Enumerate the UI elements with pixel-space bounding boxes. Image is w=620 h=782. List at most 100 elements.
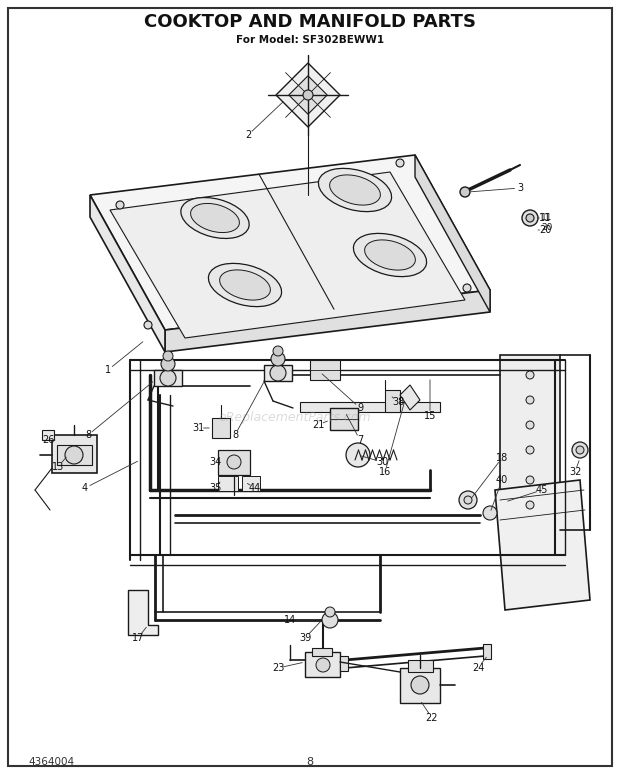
Bar (310, 360, 340, 380)
Text: 15: 15 (424, 411, 436, 421)
Bar (57, 445, 92, 465)
Circle shape (526, 501, 534, 509)
Circle shape (459, 491, 477, 509)
Text: 22: 22 (426, 713, 438, 723)
Circle shape (411, 676, 429, 694)
Bar (330, 408, 358, 430)
Polygon shape (400, 385, 420, 410)
Polygon shape (110, 172, 465, 338)
Text: 8: 8 (232, 430, 238, 440)
Circle shape (303, 90, 313, 100)
Bar (305, 652, 340, 677)
Text: 34: 34 (209, 457, 221, 467)
Text: 16: 16 (379, 467, 391, 477)
Text: 17: 17 (132, 633, 144, 643)
Bar (264, 365, 292, 381)
Circle shape (65, 446, 83, 464)
Text: 23: 23 (272, 663, 284, 673)
Polygon shape (500, 355, 560, 530)
Text: For Model: SF302BEWW1: For Model: SF302BEWW1 (236, 35, 384, 45)
Text: 32: 32 (569, 467, 581, 477)
Circle shape (463, 284, 471, 292)
Circle shape (526, 214, 534, 222)
Polygon shape (90, 195, 165, 352)
Bar (385, 390, 400, 412)
Circle shape (161, 357, 175, 371)
Polygon shape (128, 590, 158, 635)
Text: eReplacementParts.com: eReplacementParts.com (219, 411, 371, 425)
Polygon shape (415, 155, 490, 312)
Text: 13: 13 (52, 462, 64, 472)
Bar (218, 476, 238, 491)
Text: 20: 20 (541, 224, 552, 232)
Circle shape (526, 476, 534, 484)
Bar (400, 668, 440, 703)
Circle shape (227, 455, 241, 469)
Text: 44: 44 (249, 483, 261, 493)
Circle shape (160, 370, 176, 386)
Circle shape (460, 187, 470, 197)
Circle shape (396, 159, 404, 167)
Text: 7: 7 (357, 435, 363, 445)
Text: 24: 24 (472, 663, 484, 673)
Circle shape (483, 506, 497, 520)
Text: 2: 2 (245, 130, 251, 140)
Circle shape (116, 201, 124, 209)
Circle shape (270, 365, 286, 381)
Bar (408, 660, 433, 672)
Text: 11: 11 (541, 213, 552, 223)
Polygon shape (289, 76, 327, 114)
Bar (483, 644, 491, 659)
Text: 14: 14 (284, 615, 296, 625)
Circle shape (526, 421, 534, 429)
Text: 9: 9 (357, 403, 363, 413)
Circle shape (526, 371, 534, 379)
Circle shape (325, 607, 335, 617)
Ellipse shape (190, 203, 239, 232)
Ellipse shape (208, 264, 281, 307)
Bar (42, 430, 54, 440)
Ellipse shape (181, 198, 249, 239)
Text: 8: 8 (306, 757, 314, 767)
Text: 35: 35 (209, 483, 221, 493)
Bar (212, 418, 230, 438)
Ellipse shape (319, 168, 392, 212)
Text: 3: 3 (517, 183, 523, 193)
Bar (52, 435, 97, 473)
Text: 38: 38 (392, 397, 404, 407)
Ellipse shape (353, 233, 427, 277)
Text: 8: 8 (85, 430, 91, 440)
Circle shape (522, 210, 538, 226)
Circle shape (346, 443, 370, 467)
Polygon shape (495, 480, 590, 610)
Circle shape (464, 496, 472, 504)
Text: 4: 4 (82, 483, 88, 493)
Text: COOKTOP AND MANIFOLD PARTS: COOKTOP AND MANIFOLD PARTS (144, 13, 476, 31)
Bar (154, 370, 182, 386)
Text: 26: 26 (42, 435, 54, 445)
Circle shape (526, 396, 534, 404)
Text: 1: 1 (105, 365, 111, 375)
Text: 20: 20 (539, 225, 551, 235)
Circle shape (271, 352, 285, 366)
Circle shape (322, 612, 338, 628)
Polygon shape (90, 155, 490, 330)
Circle shape (163, 351, 173, 361)
Text: 11: 11 (539, 213, 551, 223)
Circle shape (316, 658, 330, 672)
Text: 39: 39 (299, 633, 311, 643)
Text: 31: 31 (192, 423, 204, 433)
Text: 40: 40 (496, 475, 508, 485)
Polygon shape (276, 63, 340, 127)
Text: 4364004: 4364004 (28, 757, 74, 767)
Polygon shape (165, 290, 490, 352)
Text: 30: 30 (376, 457, 388, 467)
Text: 18: 18 (496, 453, 508, 463)
Bar (340, 656, 348, 671)
Circle shape (576, 446, 584, 454)
Circle shape (273, 346, 283, 356)
Bar (242, 476, 260, 491)
Circle shape (572, 442, 588, 458)
Bar (300, 402, 440, 412)
Circle shape (144, 321, 152, 329)
